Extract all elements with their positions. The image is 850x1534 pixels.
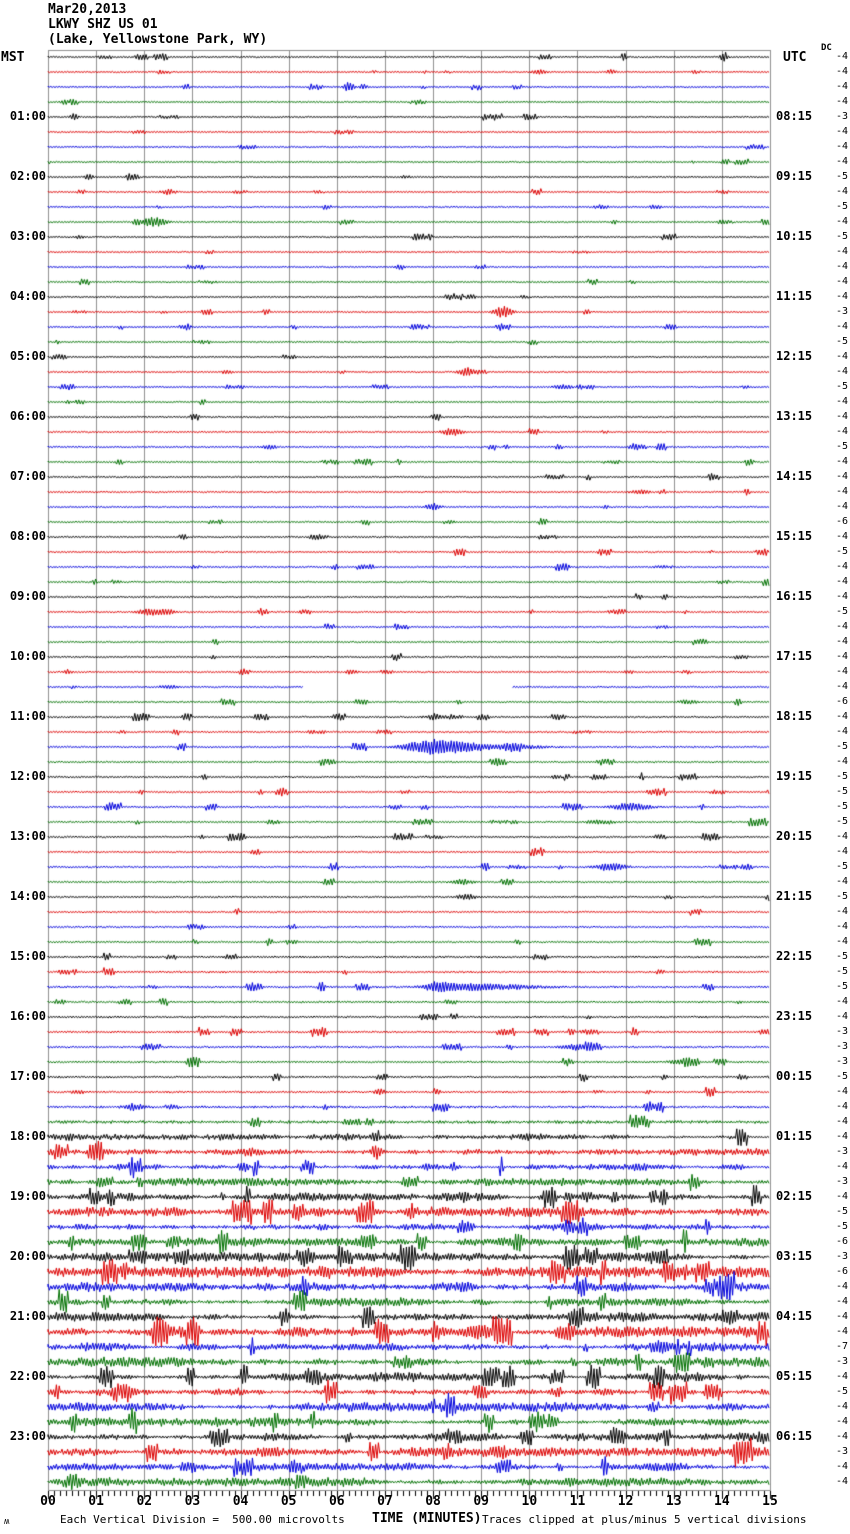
- dc-offset-header: DC: [821, 43, 832, 53]
- corner-glyph: ʍ: [4, 1517, 10, 1527]
- title-date: Mar20,2013: [48, 2, 127, 17]
- right-axis-header: UTC: [783, 50, 807, 65]
- x-axis-title: TIME (MINUTES): [372, 1511, 482, 1526]
- scale-note: Each Vertical Division = 500.00 microvol…: [60, 1513, 345, 1526]
- clip-note: Traces clipped at plus/minus 5 vertical …: [482, 1513, 807, 1526]
- title-station: LKWY SHZ US 01: [48, 17, 158, 32]
- left-axis-header: MST: [1, 50, 25, 65]
- title-location: (Lake, Yellowstone Park, WY): [48, 32, 268, 47]
